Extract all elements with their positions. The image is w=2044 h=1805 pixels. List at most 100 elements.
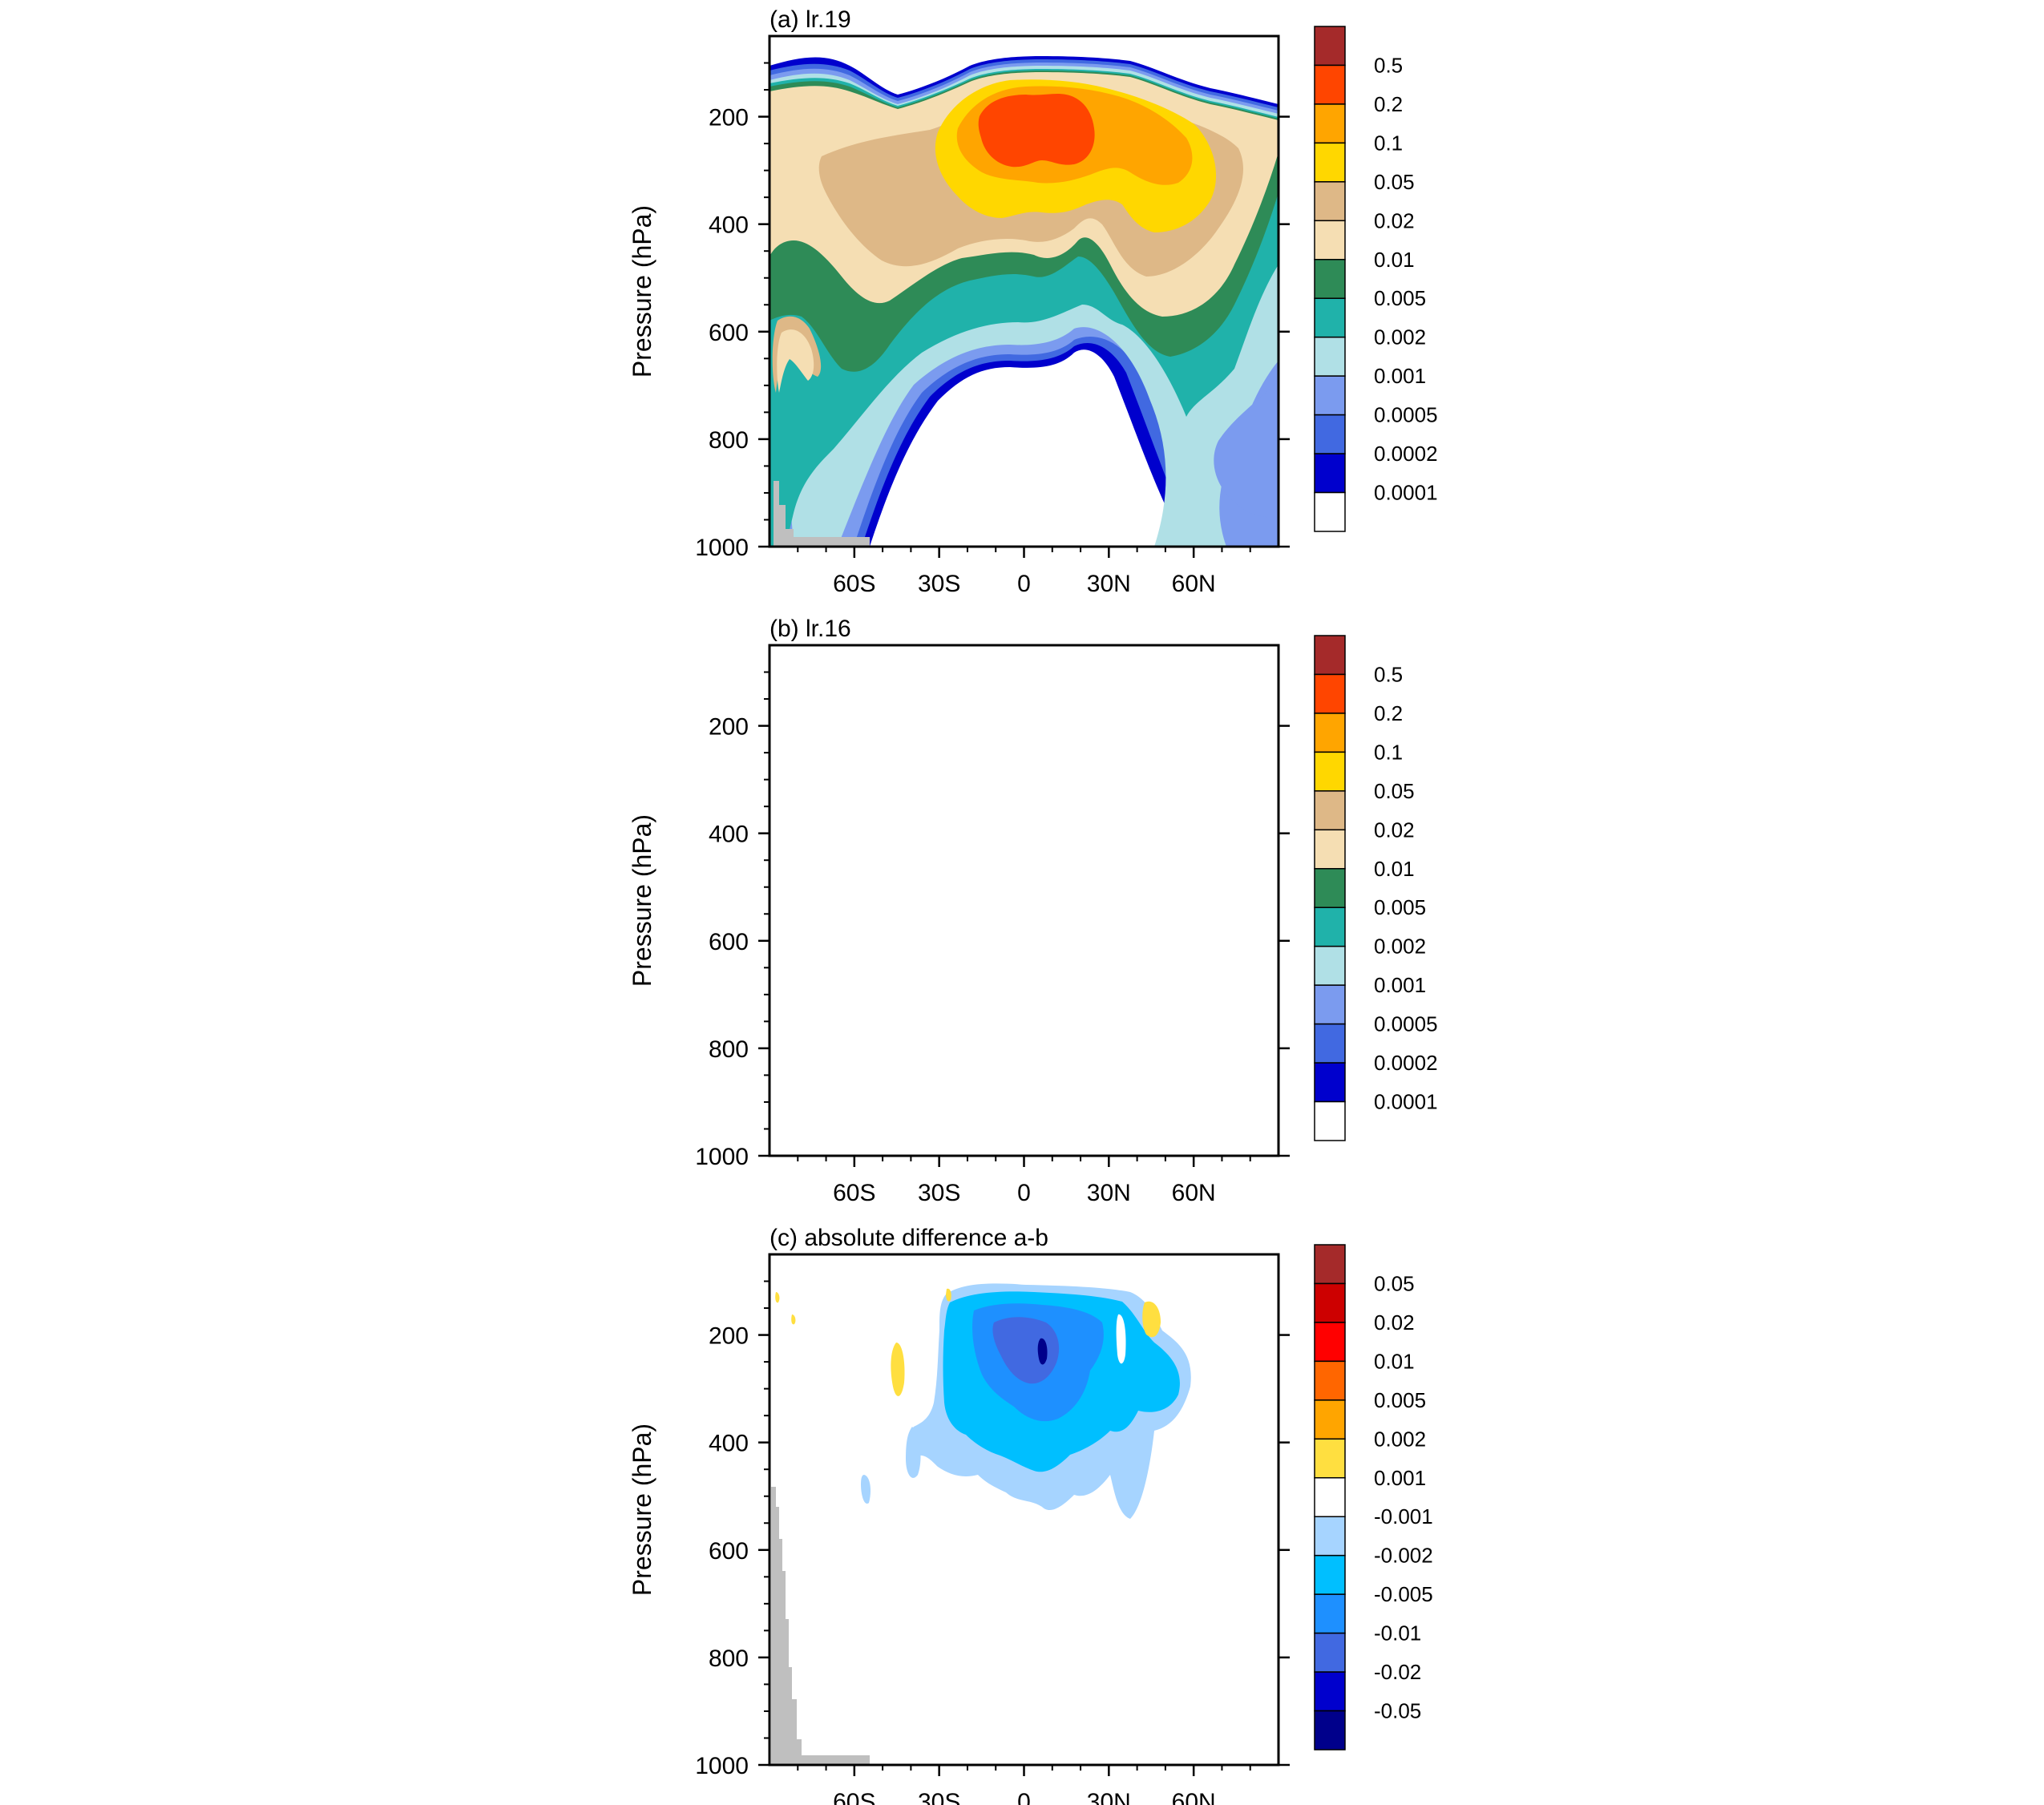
- band-0.01: [770, 681, 1279, 926]
- x-tick-label: 0: [1017, 1789, 1031, 1805]
- colorbar-label: 0.0005: [1374, 1012, 1438, 1036]
- colorbar-swatch: [1314, 1360, 1346, 1401]
- colorbar-swatch: [1314, 336, 1346, 377]
- colorbar-label: 0.005: [1374, 286, 1426, 310]
- colorbar-label: 0.002: [1374, 325, 1426, 349]
- band-0.0005-right: [1214, 990, 1279, 1127]
- colorbar-swatch: [1314, 1399, 1346, 1440]
- y-tick-label: 600: [709, 929, 749, 955]
- colorbar-label: 0.02: [1374, 208, 1415, 232]
- band--0.02: [1037, 1338, 1048, 1365]
- y-tick-label: 400: [709, 822, 749, 848]
- colorbar-swatch: [1314, 1282, 1346, 1323]
- x-tick-label: 0: [1017, 571, 1031, 597]
- colorbar-label: 0.005: [1374, 895, 1426, 919]
- band-0.01-left-lobe: [777, 329, 814, 393]
- colorbar-swatch: [1314, 375, 1346, 416]
- colorbar-label: 0.01: [1374, 248, 1415, 272]
- colorbar-swatch: [1314, 453, 1346, 494]
- band--0.001-dot: [861, 1475, 871, 1504]
- panel-a-x-axis: 60S 30S 0 30N 60N: [797, 547, 1251, 597]
- band--0.01: [992, 1317, 1060, 1384]
- x-tick-label: 60N: [1172, 1789, 1216, 1805]
- panel-c-contour-field: [771, 1283, 1191, 1765]
- panel-b-frame: [768, 644, 1280, 1157]
- colorbar-label: 0.001: [1374, 973, 1426, 997]
- panel-b-y-axis: 200 400 600 800 1000 Pressure (hPa): [628, 671, 1290, 1170]
- band-0.002-far-left: [775, 1292, 796, 1325]
- panel-a-contour-field: [770, 56, 1279, 547]
- colorbar-swatch: [1314, 1100, 1346, 1141]
- band-0.0001: [770, 665, 1279, 1156]
- y-tick-label: 800: [709, 1036, 749, 1063]
- panel-b-colorbar: 0.5 0.2 0.1 0.05 0.02 0.01 0.005 0.002 0.001 0.00…: [1314, 635, 1438, 1141]
- band-0.02-left: [773, 926, 821, 1002]
- y-axis-label: Pressure (hPa): [628, 205, 656, 378]
- colorbar-swatch: [1314, 491, 1346, 532]
- colorbar-label: 0.02: [1374, 818, 1415, 842]
- missing-terrain: [774, 1090, 870, 1156]
- x-tick-label: 60N: [1172, 571, 1216, 597]
- colorbar-swatch: [1314, 1322, 1346, 1363]
- band-0.05: [935, 688, 1216, 842]
- x-tick-label: 30N: [1087, 571, 1131, 597]
- colorbar-swatch: [1314, 1632, 1346, 1673]
- x-tick-label: 30N: [1087, 1180, 1131, 1206]
- y-tick-label: 1000: [695, 535, 749, 561]
- colorbar-label: 0.0002: [1374, 1051, 1438, 1075]
- colorbar-label: -0.001: [1374, 1504, 1433, 1528]
- colorbar-swatch: [1314, 297, 1346, 338]
- colorbar-swatch: [1314, 790, 1346, 831]
- band-0.0005: [770, 672, 1279, 1156]
- panel-b: (b) lr.16 60S 30S 0 30N 60N 200 400 600 800 1000…: [628, 616, 1438, 1206]
- colorbar-label: 0.0001: [1374, 1090, 1438, 1114]
- colorbar-swatch: [1314, 1671, 1346, 1712]
- missing-terrain: [774, 481, 870, 547]
- band-0.002-top: [946, 1288, 951, 1302]
- band-0.2: [979, 703, 1095, 776]
- colorbar-label: 0.0002: [1374, 442, 1438, 466]
- colorbar-label: 0.01: [1374, 1349, 1415, 1373]
- x-tick-label: 60S: [833, 1789, 875, 1805]
- band-0.01-left-lobe: [777, 939, 814, 1002]
- colorbar-swatch: [1314, 868, 1346, 908]
- y-tick-label: 800: [709, 1645, 749, 1672]
- panel-b-title: (b) lr.16: [770, 616, 851, 642]
- colorbar-label: -0.002: [1374, 1544, 1433, 1568]
- colorbar-label: 0.5: [1374, 53, 1403, 77]
- y-tick-label: 600: [709, 1538, 749, 1565]
- colorbar-label: 0.01: [1374, 857, 1415, 881]
- band-0.002: [770, 678, 1279, 1156]
- panel-b-x-axis: 60S 30S 0 30N 60N: [797, 1156, 1251, 1206]
- colorbar-swatch: [1314, 751, 1346, 792]
- x-tick-label: 30S: [918, 1789, 960, 1805]
- colorbar-swatch: [1314, 181, 1346, 222]
- panel-c-x-axis: 60S 30S 0 30N 60N: [797, 1765, 1251, 1805]
- colorbar-swatch: [1314, 1593, 1346, 1634]
- colorbar-swatch: [1314, 64, 1346, 105]
- x-tick-label: 30S: [918, 571, 960, 597]
- y-tick-label: 200: [709, 105, 749, 131]
- band-0.0002: [770, 668, 1279, 1156]
- colorbar-label: 0.001: [1374, 1466, 1426, 1490]
- colorbar-label: 0.02: [1374, 1310, 1415, 1335]
- panel-a-y-axis: 200 400 600 800 1000 Pressure (hPa): [628, 62, 1290, 561]
- colorbar-label: 0.002: [1374, 935, 1426, 959]
- panel-c-title: (c) absolute difference a-b: [770, 1225, 1048, 1251]
- colorbar-swatch: [1314, 907, 1346, 947]
- colorbar-swatch: [1314, 414, 1346, 454]
- colorbar-swatch: [1314, 26, 1346, 67]
- colorbar-swatch: [1314, 945, 1346, 986]
- colorbar-swatch: [1314, 1554, 1346, 1595]
- y-tick-label: 400: [709, 212, 749, 239]
- colorbar-label: -0.05: [1374, 1699, 1421, 1723]
- colorbar-label: 0.2: [1374, 92, 1403, 116]
- colorbar-swatch: [1314, 259, 1346, 299]
- band-0.001-gap: [1116, 1314, 1126, 1364]
- y-tick-label: 800: [709, 427, 749, 454]
- colorbar-swatch: [1314, 1244, 1346, 1285]
- y-tick-label: 200: [709, 1323, 749, 1350]
- colorbar-swatch: [1314, 220, 1346, 260]
- x-tick-label: 30N: [1087, 1789, 1131, 1805]
